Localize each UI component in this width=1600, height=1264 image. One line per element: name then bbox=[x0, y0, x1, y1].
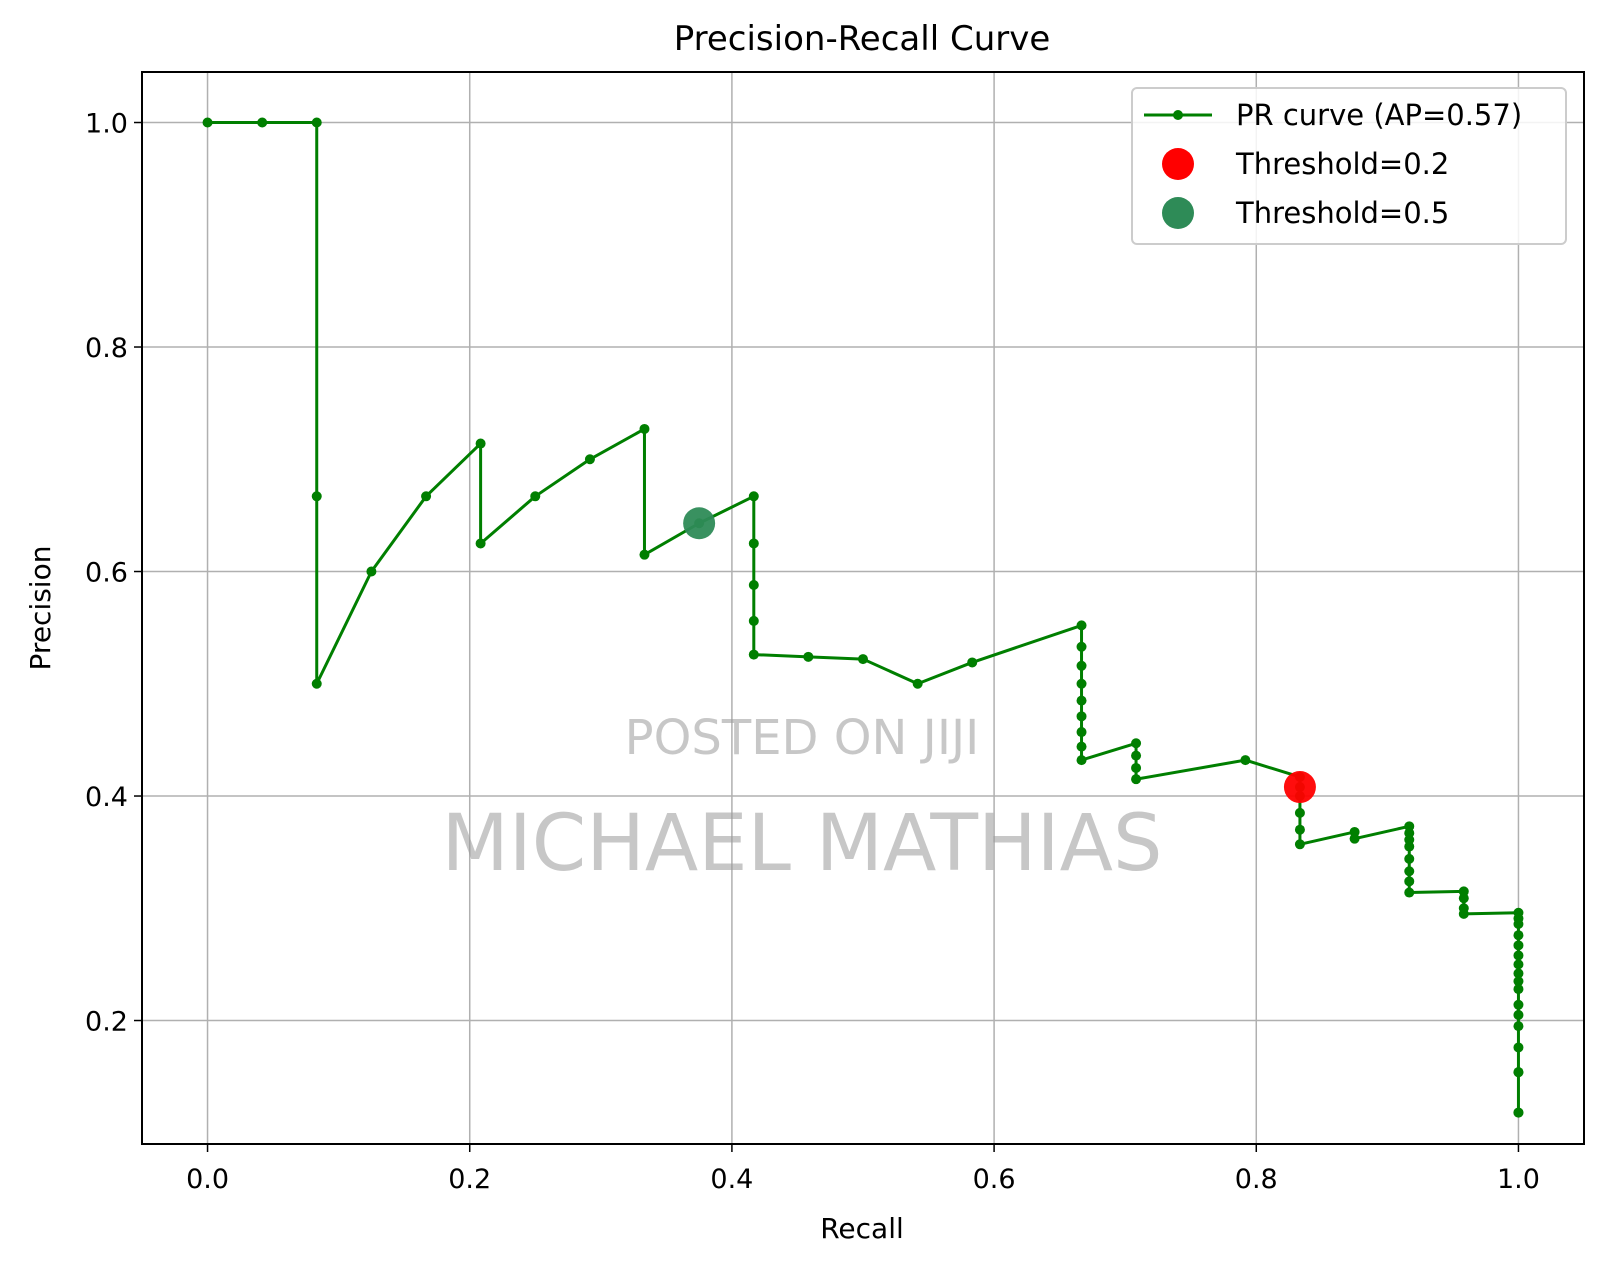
pr-curve-point bbox=[1513, 940, 1524, 951]
x-axis-label: Recall bbox=[820, 1212, 904, 1245]
watermark-line-1: POSTED ON JIJI bbox=[625, 710, 980, 766]
pr-curve-point bbox=[748, 491, 759, 502]
x-tick-label: 0.0 bbox=[186, 1164, 229, 1195]
legend-swatch-2 bbox=[1162, 197, 1194, 229]
legend-box bbox=[1131, 87, 1567, 245]
pr-curve-point bbox=[1458, 908, 1469, 919]
pr-curve-point bbox=[967, 657, 978, 668]
pr-curve-point bbox=[1513, 959, 1524, 970]
pr-curve-point bbox=[858, 654, 868, 665]
x-tick-label: 0.6 bbox=[973, 1164, 1016, 1195]
y-tick-label: 0.8 bbox=[85, 333, 128, 364]
y-tick-label: 0.4 bbox=[85, 782, 128, 813]
pr-curve-point bbox=[1513, 999, 1524, 1010]
pr-curve-point bbox=[1513, 968, 1524, 979]
pr-curve-point bbox=[1513, 984, 1524, 995]
legend-marker-swatch bbox=[1173, 110, 1183, 120]
y-tick-label: 1.0 bbox=[85, 109, 128, 140]
pr-curve-point bbox=[1294, 839, 1305, 850]
pr-curve-point bbox=[748, 649, 759, 660]
pr-curve-point bbox=[1349, 833, 1360, 844]
highlight-threshold-0-2-point bbox=[1283, 771, 1316, 804]
highlight-layer bbox=[683, 507, 1316, 804]
pr-curve-point bbox=[1404, 853, 1415, 864]
legend: PR curve (AP=0.57) Threshold=0.2 Threshold… bbox=[1131, 87, 1567, 245]
pr-curve-point bbox=[1076, 755, 1087, 766]
pr-curve-point bbox=[1076, 695, 1087, 706]
pr-curve-point bbox=[1404, 876, 1415, 887]
plot-frame bbox=[141, 71, 1585, 1145]
x-tick-label: 0.8 bbox=[1235, 1164, 1278, 1195]
pr-curve-point bbox=[311, 491, 322, 502]
pr-curve-point bbox=[1076, 727, 1087, 738]
pr-curve-point bbox=[584, 454, 595, 465]
pr-curve-point bbox=[1513, 918, 1524, 929]
pr-curve-point bbox=[748, 615, 759, 626]
pr-curve-point bbox=[1294, 807, 1305, 818]
watermark-line-2: MICHAEL MATHIAS bbox=[441, 799, 1162, 889]
pr-curve-point bbox=[1513, 1009, 1524, 1020]
pr-curve-point bbox=[1131, 762, 1142, 773]
pr-curve-point bbox=[1076, 660, 1087, 671]
pr-curve-point bbox=[1131, 750, 1142, 761]
pr-curve-point bbox=[639, 423, 650, 434]
pr-curve-point bbox=[475, 438, 486, 449]
pr-curve-point bbox=[1076, 641, 1087, 652]
y-tick-label: 0.6 bbox=[85, 558, 128, 589]
pr-curve-point bbox=[1513, 976, 1524, 987]
y-axis-label: Precision bbox=[24, 546, 57, 671]
pr-curve-point bbox=[639, 549, 650, 560]
pr-curve-point bbox=[912, 678, 923, 689]
chart-title: Precision-Recall Curve bbox=[674, 19, 1051, 59]
legend-label-1: Threshold=0.2 bbox=[1235, 147, 1449, 181]
series-layer bbox=[202, 117, 1524, 1118]
pr-curve-point bbox=[1513, 950, 1524, 961]
pr-curve-point bbox=[1404, 887, 1415, 898]
x-tick-label: 1.0 bbox=[1497, 1164, 1540, 1195]
pr-curve-point bbox=[1076, 620, 1087, 631]
pr-curve-point bbox=[1240, 755, 1251, 766]
pr-curve-point bbox=[748, 538, 759, 549]
watermark: POSTED ON JIJI MICHAEL MATHIAS bbox=[441, 710, 1162, 889]
legend-label-2: Threshold=0.5 bbox=[1235, 196, 1449, 230]
pr-curve-point bbox=[1513, 930, 1524, 941]
ticks: 0.0 0.2 0.4 0.6 0.8 1.0 0.2 0.4 0.6 0.8 1.0 bbox=[85, 109, 1540, 1195]
pr-curve-point bbox=[1513, 1067, 1524, 1078]
pr-curve-point bbox=[1294, 824, 1305, 835]
pr-curve-point bbox=[1458, 893, 1469, 904]
pr-curve-point bbox=[803, 651, 814, 662]
pr-curve-point bbox=[421, 491, 432, 502]
y-tick-label: 0.2 bbox=[85, 1007, 128, 1038]
pr-curve-point bbox=[1131, 774, 1142, 785]
pr-curve-point bbox=[530, 491, 541, 502]
pr-curve-point bbox=[1404, 866, 1415, 877]
pr-curve-point bbox=[475, 538, 486, 549]
pr-curve-point bbox=[257, 117, 268, 128]
pr-curve-point bbox=[748, 579, 759, 590]
legend-label-pr-curve: PR curve (AP=0.57) bbox=[1236, 98, 1522, 132]
pr-curve-point bbox=[1131, 738, 1142, 749]
x-tick-label: 0.2 bbox=[448, 1164, 491, 1195]
pr-curve-point bbox=[311, 117, 322, 128]
pr-curve-point bbox=[366, 566, 377, 577]
pr-curve-point bbox=[1076, 741, 1087, 752]
highlight-threshold-0-5-point bbox=[683, 507, 716, 540]
pr-curve-point bbox=[1513, 1042, 1524, 1053]
pr-curve-point bbox=[202, 117, 213, 128]
pr-curve-point bbox=[1513, 1107, 1524, 1118]
pr-curve-point bbox=[1076, 711, 1087, 722]
pr-curve-point bbox=[311, 678, 322, 689]
x-tick-label: 0.4 bbox=[710, 1164, 753, 1195]
pr-curve-point bbox=[1404, 841, 1415, 852]
legend-swatch-1 bbox=[1162, 148, 1194, 180]
pr-curve-point bbox=[1076, 678, 1087, 689]
pr-curve-point bbox=[1513, 1021, 1524, 1032]
